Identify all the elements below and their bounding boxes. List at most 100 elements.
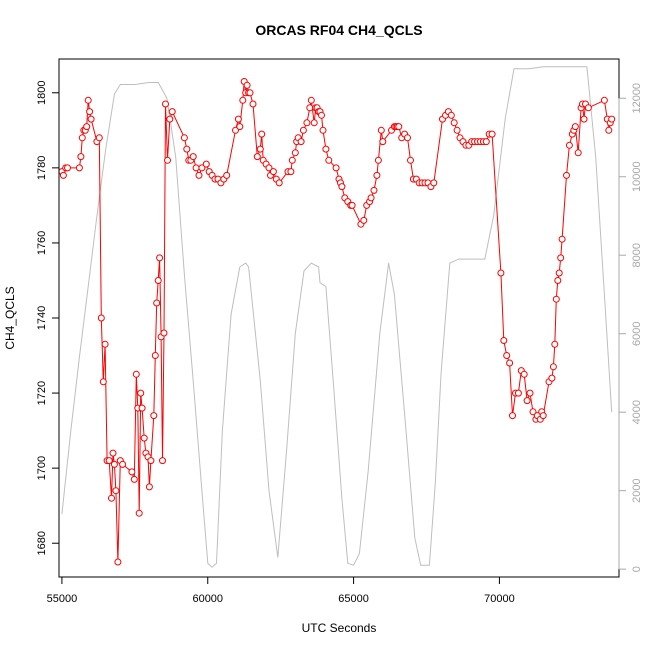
ch4-point [150, 412, 158, 420]
ch4-point [236, 123, 244, 131]
y-tick-label: 1760 [36, 231, 48, 255]
ch4-point [497, 269, 505, 277]
ch4-point [551, 340, 559, 348]
ch4-point [258, 130, 266, 138]
ch4-point [77, 153, 85, 161]
ch4-point [310, 119, 318, 127]
y2-tick-label: 12000 [631, 83, 643, 114]
ch4-point [87, 115, 95, 123]
ch4-point [112, 487, 120, 495]
y-tick-label: 1680 [36, 531, 48, 555]
x-tick-label: 70000 [484, 593, 515, 605]
ch4-point [447, 111, 455, 119]
x-tick-label: 65000 [338, 593, 369, 605]
ch4-point [156, 254, 164, 262]
ch4-point [164, 156, 171, 164]
ch4-point [287, 168, 295, 176]
ch4-point [608, 115, 616, 123]
ch4-point [325, 156, 333, 164]
ch4-point [360, 216, 368, 224]
y2-tick-label: 2000 [631, 478, 643, 502]
chart-title: ORCAS RF04 CH4_QCLS [255, 22, 422, 38]
ch4-point [128, 468, 136, 476]
ch4-point [168, 108, 176, 116]
y-tick-label: 1740 [36, 306, 48, 330]
ch4-point [306, 104, 314, 112]
y2-tick-label: 8000 [631, 243, 643, 267]
ch4-point [275, 179, 283, 187]
ch4-point [303, 119, 311, 127]
ch4-point [135, 509, 143, 517]
ch4-point [130, 475, 138, 483]
ch4-point [166, 115, 174, 123]
ch4-point [584, 104, 592, 112]
ch4-point [297, 138, 305, 146]
ch4-point [84, 96, 92, 104]
ch4-point [548, 374, 556, 382]
ch4-point [554, 277, 562, 284]
ch4-point [180, 134, 188, 142]
ch4-point [202, 160, 210, 168]
ch4-point [506, 359, 514, 367]
y-axis: 1680 1700 1720 1740 1760 1780 1800 [36, 81, 60, 555]
ch4-series [58, 78, 616, 566]
ch4-point [234, 115, 242, 123]
ch4-point [379, 138, 387, 146]
ch4-point [137, 389, 145, 397]
ch4-point [140, 434, 148, 442]
ch4-point [110, 460, 118, 468]
ch4-point [395, 123, 403, 131]
ch4-point [488, 130, 496, 138]
ch4-point [404, 134, 411, 142]
ch4-point [95, 134, 103, 142]
ch4-point [109, 449, 117, 457]
ch4-point [299, 126, 307, 134]
ch4-point [523, 397, 531, 405]
ch4-point [183, 145, 191, 153]
ch4-point [265, 164, 273, 172]
ch4-point [430, 179, 438, 187]
ch4-point [132, 370, 140, 378]
ch4-point [318, 111, 325, 119]
ch4-point [119, 460, 127, 468]
ch4-point [195, 171, 203, 179]
ch4-point [605, 126, 613, 134]
ch4-point [153, 299, 161, 307]
ch4-point [105, 457, 113, 465]
ch4-point [223, 171, 231, 179]
ch4-point [138, 404, 146, 412]
altitude-line [61, 66, 613, 568]
ch4-point [600, 96, 608, 104]
ch4-point [407, 156, 414, 164]
ch4-line [61, 81, 613, 563]
y-tick-label: 1720 [36, 381, 48, 405]
plot-frame [58, 58, 620, 578]
ch4-point [160, 329, 168, 337]
ch4-point [558, 235, 566, 243]
ch4-point [151, 352, 159, 359]
x-tick-label: 60000 [192, 593, 223, 605]
ch4-point [338, 183, 346, 191]
ch4-point [59, 171, 67, 179]
ch4-point [256, 145, 264, 153]
ch4-point [269, 168, 277, 176]
x-axis-label: UTC Seconds [302, 621, 377, 635]
y2-tick-label: 6000 [631, 321, 643, 345]
ch4-point [565, 141, 573, 149]
y2-tick-label: 4000 [631, 400, 643, 424]
ch4-point [232, 126, 239, 134]
ch4-point [453, 126, 461, 134]
ch4-point [192, 164, 200, 172]
ch4-point [509, 412, 516, 420]
ch4-point [249, 100, 257, 108]
ch4-point [319, 126, 327, 134]
ch4-point [526, 389, 534, 397]
ch4-point [563, 171, 570, 179]
ch4-point [64, 164, 71, 172]
ch4-point [288, 156, 296, 164]
x-tick-label: 55000 [47, 593, 78, 605]
ch4-point [114, 558, 122, 566]
y2-axis: 0 2000 4000 6000 8000 10000 12000 [618, 83, 643, 572]
y-axis-label: CH4_QCLS [3, 286, 17, 349]
